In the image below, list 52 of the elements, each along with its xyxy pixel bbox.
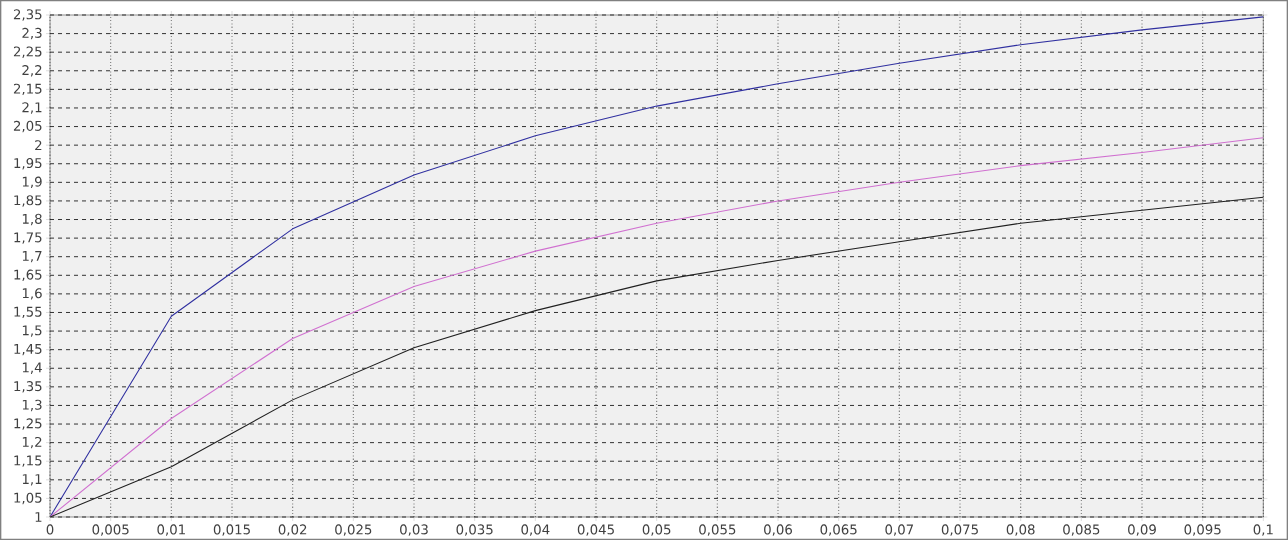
y-tick-label: 1,55: [14, 306, 42, 319]
x-tick-label: 0,065: [820, 524, 857, 536]
x-tick-label: 0,045: [577, 524, 614, 536]
x-tick-label: 0,015: [213, 524, 250, 536]
y-tick-label: 1,75: [14, 232, 42, 244]
y-tick-label: 1: [35, 512, 42, 522]
x-tick-label: 0,095: [1184, 524, 1221, 536]
line-series: [50, 196, 1264, 517]
x-tick-label: 0,04: [521, 524, 550, 536]
y-tick-label: 1,95: [14, 158, 42, 170]
line-series: [50, 137, 1264, 517]
y-tick-label: 1,9: [22, 176, 42, 189]
x-tick-label: 0,03: [400, 524, 428, 536]
x-tick-label: 0,075: [941, 524, 978, 536]
x-tick-label: 0,035: [456, 524, 493, 536]
y-tick-label: 1,35: [14, 381, 42, 393]
y-tick-label: 2,35: [13, 9, 42, 21]
y-tick-label: 1,8: [22, 213, 42, 226]
x-tick-label: 0,01: [157, 524, 185, 536]
x-tick-label: 0,07: [885, 524, 914, 536]
y-tick-label: 1,2: [22, 436, 42, 449]
y-tick-label: 2,25: [13, 46, 42, 58]
y-tick-label: 2,3: [22, 27, 42, 40]
y-tick-label: 1,45: [14, 344, 42, 356]
x-tick-label: 0,085: [1063, 524, 1100, 536]
x-tick-label: 0,1: [1253, 524, 1273, 536]
x-tick-label: 0,09: [1128, 524, 1156, 536]
x-tick-label: 0,08: [1006, 524, 1035, 536]
y-tick-label: 1,4: [22, 362, 42, 374]
y-tick-label: 1,85: [14, 195, 42, 207]
y-tick-label: 1,05: [14, 492, 42, 505]
y-tick-label: 2,1: [22, 102, 42, 114]
y-tick-label: 1,5: [22, 325, 42, 337]
y-tick-label: 2,15: [13, 83, 42, 96]
x-tick-label: 0,05: [642, 524, 671, 536]
x-tick-label: 0,06: [764, 524, 793, 536]
y-tick-label: 2,2: [22, 65, 42, 77]
y-tick-label: 1,15: [14, 455, 42, 467]
x-tick-label: 0,055: [699, 524, 736, 536]
x-tick-label: 0,02: [278, 524, 307, 536]
y-tick-label: 2: [35, 140, 42, 151]
line-series: [50, 16, 1264, 517]
y-tick-label: 1,25: [14, 418, 42, 430]
y-tick-label: 1,6: [22, 288, 42, 300]
y-tick-label: 1,1: [22, 474, 42, 486]
y-tick-label: 1,7: [22, 251, 42, 263]
y-tick-label: 2,05: [13, 120, 42, 133]
y-tick-label: 1,3: [22, 399, 42, 412]
x-tick-label: 0: [46, 524, 54, 535]
y-tick-label: 1,65: [14, 269, 42, 282]
x-tick-label: 0,005: [92, 524, 129, 536]
x-tick-label: 0,025: [335, 524, 372, 536]
